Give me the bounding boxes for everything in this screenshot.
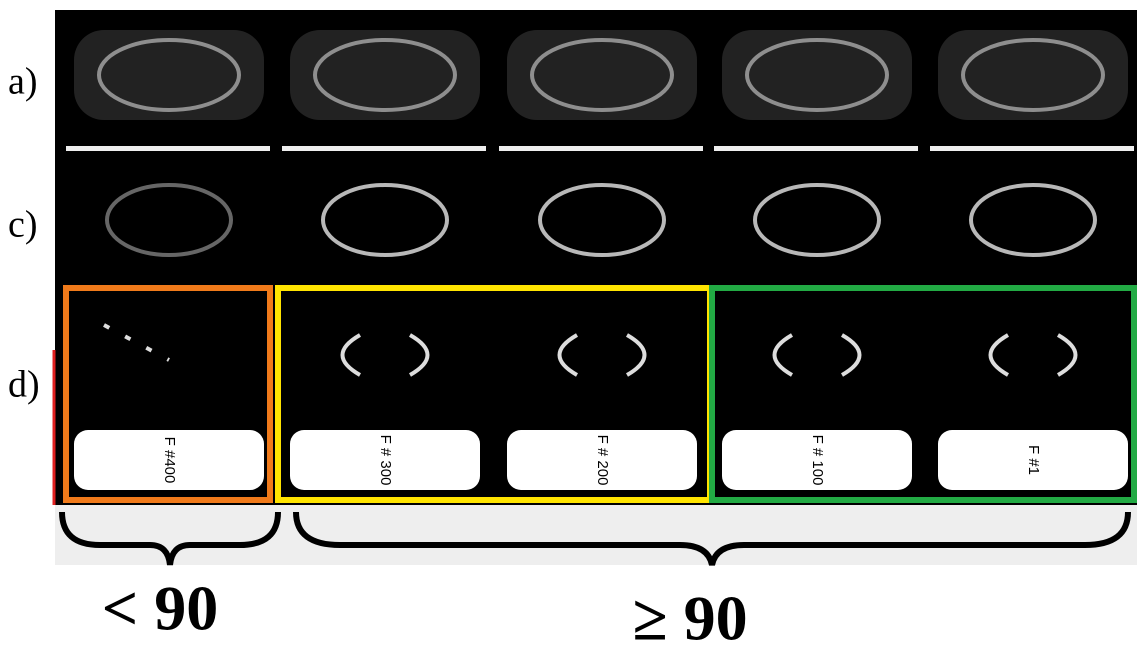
separator: [499, 146, 703, 151]
group-label: ≥ 90: [632, 583, 747, 650]
page: F #400 F # 300 F # 200 F # 100 F #1 a) c) d)…: [0, 0, 1137, 650]
row-label: d): [8, 364, 40, 406]
separator: [282, 146, 486, 151]
tile-glow: [722, 30, 912, 120]
tile-glow: [938, 30, 1128, 120]
separator: [66, 146, 270, 151]
group-label: < 90: [102, 573, 218, 644]
separator: [930, 146, 1134, 151]
figure: F #400 F # 300 F # 200 F # 100 F #1 a) c) d)…: [0, 0, 1137, 650]
tile-glow: [507, 30, 697, 120]
tile-glow: [290, 30, 480, 120]
frame-label: F # 200: [594, 435, 611, 486]
frame-label: F #400: [161, 437, 178, 484]
frame-label: F # 300: [377, 435, 394, 486]
frame-label: F #1: [1025, 445, 1042, 475]
brace-band: [55, 505, 1137, 565]
separator: [714, 146, 918, 151]
row-label: a): [8, 61, 38, 103]
frame-label: F # 100: [809, 435, 826, 486]
tile-glow: [74, 30, 264, 120]
row-label: c): [8, 204, 38, 246]
